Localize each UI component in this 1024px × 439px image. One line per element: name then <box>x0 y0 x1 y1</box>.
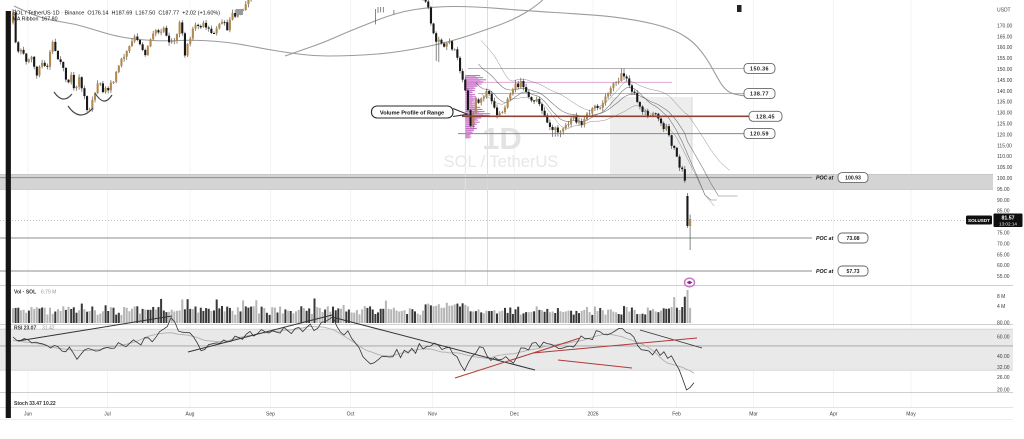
svg-text:120.00: 120.00 <box>997 132 1013 138</box>
svg-text:USDT: USDT <box>997 7 1011 13</box>
svg-text:26.00: 26.00 <box>997 375 1010 381</box>
svg-text:150.36: 150.36 <box>750 66 769 72</box>
svg-text:32.00: 32.00 <box>997 365 1010 371</box>
svg-text:140.00: 140.00 <box>997 89 1013 95</box>
svg-text:125.00: 125.00 <box>997 122 1013 128</box>
svg-text:128.45: 128.45 <box>756 114 775 120</box>
svg-text:Jul: Jul <box>104 411 110 417</box>
svg-text:145.00: 145.00 <box>997 78 1013 84</box>
svg-text:SOL / TetherUS: SOL / TetherUS <box>444 153 559 171</box>
svg-text:1D: 1D <box>482 121 522 156</box>
svg-text:120.59: 120.59 <box>750 132 769 138</box>
svg-text:8 M: 8 M <box>997 294 1005 300</box>
svg-text:100.00: 100.00 <box>997 176 1013 182</box>
svg-text:95.00: 95.00 <box>997 187 1010 193</box>
svg-text:Sep: Sep <box>266 411 275 417</box>
svg-text:May: May <box>906 411 916 417</box>
svg-text:138.77: 138.77 <box>750 92 769 98</box>
svg-text:Mar: Mar <box>749 411 758 417</box>
svg-text:65.00: 65.00 <box>997 252 1010 258</box>
svg-text:Oct: Oct <box>347 411 355 417</box>
svg-text:Dec: Dec <box>510 411 519 417</box>
svg-text:80.00: 80.00 <box>997 321 1010 327</box>
svg-text:135.00: 135.00 <box>997 100 1013 106</box>
svg-text:165.00: 165.00 <box>997 34 1013 40</box>
svg-text:115.00: 115.00 <box>997 143 1012 149</box>
svg-text:73.08: 73.08 <box>847 236 860 242</box>
svg-text:85.00: 85.00 <box>997 209 1010 215</box>
svg-text:MA Ribbon 167.80: MA Ribbon 167.80 <box>13 16 58 22</box>
svg-text:POC at: POC at <box>816 236 834 242</box>
svg-text:Apr: Apr <box>830 411 838 417</box>
svg-text:31.42: 31.42 <box>42 326 55 332</box>
svg-text:SOLUSDT: SOLUSDT <box>968 218 990 223</box>
svg-text:60.00: 60.00 <box>997 335 1010 341</box>
svg-text:RSI 23.07: RSI 23.07 <box>14 326 36 332</box>
svg-text:6.79 M: 6.79 M <box>41 290 56 296</box>
svg-text:130.00: 130.00 <box>997 111 1013 117</box>
svg-text:60.00: 60.00 <box>997 263 1010 269</box>
svg-text:170.00: 170.00 <box>997 23 1013 29</box>
svg-text:160.00: 160.00 <box>997 45 1013 51</box>
svg-text:4 M: 4 M <box>997 304 1005 310</box>
svg-text:150.00: 150.00 <box>997 67 1013 73</box>
svg-text:70.00: 70.00 <box>997 241 1010 247</box>
svg-text:SOL / TetherUS·1D · Binance O: SOL / TetherUS·1D · Binance O176.14 H187… <box>13 11 221 17</box>
svg-text:81.57: 81.57 <box>1002 216 1015 222</box>
svg-text:155.00: 155.00 <box>997 56 1013 62</box>
svg-text:Feb: Feb <box>672 411 681 417</box>
svg-text:40.00: 40.00 <box>997 354 1010 360</box>
svg-text:100.93: 100.93 <box>845 176 861 182</box>
svg-text:Stoch 33.47 10.22: Stoch 33.47 10.22 <box>14 401 56 407</box>
svg-text:POC at: POC at <box>816 269 834 275</box>
svg-text:13:02:14: 13:02:14 <box>999 222 1017 227</box>
svg-text:Vol · SOL: Vol · SOL <box>14 290 36 296</box>
svg-text:Jun: Jun <box>24 411 32 417</box>
svg-text:110.00: 110.00 <box>997 154 1012 160</box>
svg-text:55.00: 55.00 <box>997 274 1010 280</box>
svg-text:Nov: Nov <box>428 411 437 417</box>
svg-text:2026: 2026 <box>587 411 598 417</box>
svg-text:105.00: 105.00 <box>997 165 1013 171</box>
svg-text:57.73: 57.73 <box>847 269 860 275</box>
svg-text:Volume Profile of Range: Volume Profile of Range <box>380 110 444 116</box>
svg-text:75.00: 75.00 <box>997 231 1010 237</box>
svg-text:Aug: Aug <box>186 411 195 417</box>
svg-text:90.00: 90.00 <box>997 198 1010 204</box>
svg-text:20.00: 20.00 <box>997 387 1010 393</box>
svg-text:POC at: POC at <box>816 175 834 181</box>
